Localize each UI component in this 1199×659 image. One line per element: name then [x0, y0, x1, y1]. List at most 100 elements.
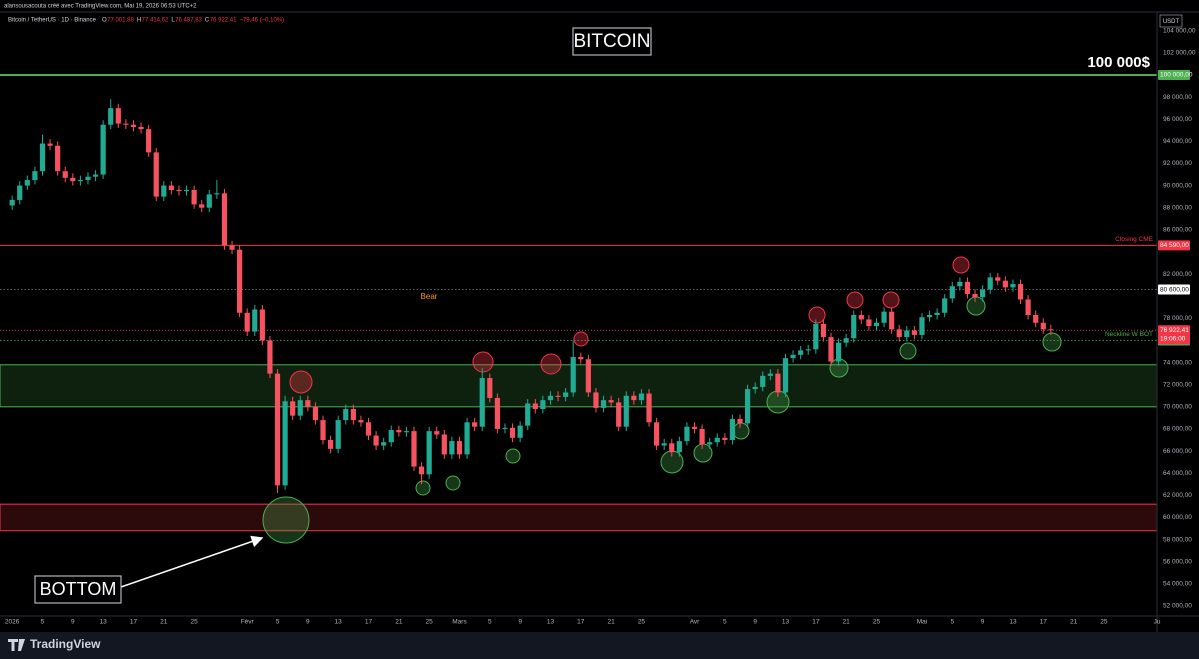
candle-body: [957, 281, 963, 287]
y-tick-label: 104 000,00: [1163, 27, 1196, 34]
candle-body: [108, 108, 114, 125]
candle-body: [509, 427, 516, 438]
candle-body: [987, 277, 993, 290]
x-axis: 2026 5 9 13 17 21 25 Févr 5 9 13 17 21 25 Mars 5 9 13 17 21…: [5, 619, 1161, 626]
y-tick-label: 58 000,00: [1163, 536, 1192, 543]
candle-body: [449, 441, 455, 455]
x-tick-label: 21: [395, 619, 403, 626]
candle-body: [585, 359, 591, 393]
candle-body: [358, 420, 364, 423]
y-tick-label: 90 000,00: [1163, 182, 1192, 189]
candle-body: [153, 152, 159, 197]
candle-body: [206, 194, 212, 208]
candle-body: [600, 400, 607, 408]
candle-body: [441, 434, 447, 455]
x-tick-label: 9: [753, 619, 757, 626]
candle-body: [123, 123, 129, 125]
x-tick-label: 5: [276, 619, 280, 626]
x-tick-label: 9: [306, 619, 310, 626]
y-tick-label: 62 000,00: [1163, 492, 1192, 499]
y-tick-label: 102 000,00: [1163, 50, 1196, 57]
candle-body: [494, 397, 500, 429]
candle-body: [396, 430, 402, 433]
markers: [262, 256, 1062, 544]
candle-body: [464, 422, 470, 455]
y-tick-label: 74 000,00: [1163, 359, 1192, 366]
zones: [0, 364, 1157, 532]
candle-body: [972, 293, 978, 298]
candle-body: [9, 199, 15, 206]
candle-body: [1033, 315, 1039, 323]
candle-body: [661, 443, 667, 446]
candle-body: [782, 358, 789, 393]
x-tick-label: 25: [638, 619, 646, 626]
candle-body: [540, 400, 546, 410]
x-tick-label: Mai: [917, 619, 927, 626]
y-tick-label: 98 000,00: [1163, 94, 1192, 101]
candle-body: [85, 176, 91, 181]
x-tick-label: 21: [160, 619, 168, 626]
last-price-bg: [1158, 325, 1190, 345]
zone: [0, 364, 1157, 408]
ohlc-legend: O 77 001,88 H 77 414,62 L 76 487,83 C 76 922,41…: [102, 18, 284, 24]
candle-body: [434, 431, 440, 435]
candle-body: [729, 418, 736, 441]
level-label-bg: [1158, 69, 1190, 80]
candle-body: [926, 315, 933, 318]
candle-body: [138, 126, 144, 130]
arrow: [120, 535, 264, 588]
candle-body: [1010, 284, 1016, 288]
candle-body: [62, 171, 68, 178]
candle-body: [290, 401, 296, 416]
y-tick-label: 94 000,00: [1163, 138, 1192, 145]
candle-body: [479, 378, 485, 427]
countdown: 19:06:00: [1160, 335, 1186, 342]
candle-body: [593, 392, 599, 408]
candle-body: [115, 108, 121, 124]
candle-body: [388, 430, 394, 443]
candle-body: [858, 315, 864, 320]
candle-body: [851, 315, 857, 339]
candle-body: [350, 409, 356, 421]
x-tick-label: 25: [426, 619, 434, 626]
candle-body: [146, 129, 152, 153]
candle-body: [631, 395, 637, 401]
candle-body: [373, 435, 379, 446]
brand-logo: [8, 639, 25, 651]
candle-body: [426, 431, 432, 475]
candle-body: [282, 401, 288, 486]
currency: USDT: [1163, 19, 1180, 25]
candle-body: [532, 403, 538, 410]
last-price-label: 76 922,41: [1160, 327, 1189, 334]
candle-body: [995, 277, 1001, 281]
candle-body: [1002, 280, 1008, 288]
candle-body: [805, 349, 811, 351]
candle-body: [1040, 322, 1046, 330]
candle-body: [229, 245, 235, 250]
candle-body: [525, 403, 531, 426]
candle-body: [55, 145, 61, 172]
candle-body: [1048, 329, 1054, 331]
candle-body: [866, 319, 872, 327]
y-tick-label: 56 000,00: [1163, 558, 1192, 565]
candle-body: [403, 431, 410, 433]
candle-body: [252, 309, 258, 332]
candle-body: [691, 426, 698, 429]
candle-body: [70, 177, 76, 182]
y-tick-label: 60 000,00: [1163, 514, 1192, 521]
candle-body: [547, 395, 554, 401]
candle-body: [92, 174, 99, 177]
candle-body: [942, 298, 948, 313]
annotation: Bear: [421, 292, 438, 301]
level-label: 84 590,00: [1160, 242, 1189, 249]
legend-key: C: [205, 18, 210, 24]
candle-body: [873, 322, 880, 327]
candle-body: [199, 204, 205, 208]
level-label-bg: [1158, 284, 1190, 295]
zone: [0, 503, 1157, 532]
candle-body: [191, 189, 197, 205]
candle-body: [472, 422, 478, 427]
currency-box: [1159, 14, 1183, 28]
candle-body: [744, 389, 751, 424]
